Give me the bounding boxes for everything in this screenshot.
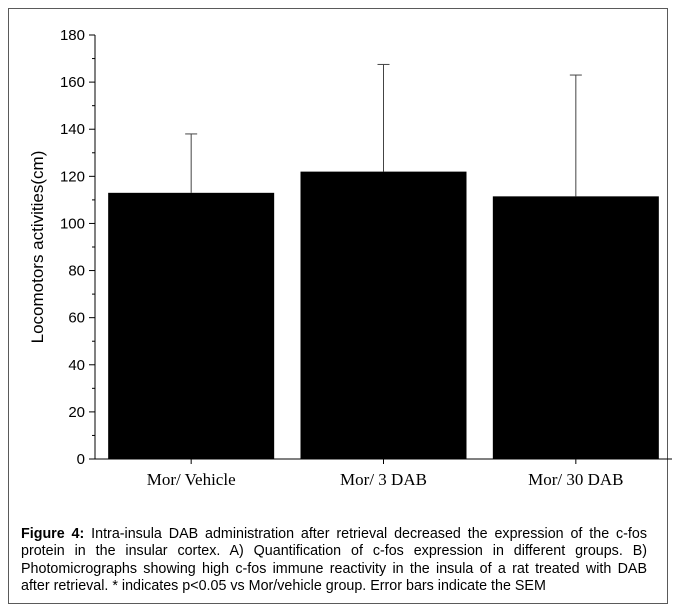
y-axis-label: Locomotors activities(cm) bbox=[28, 151, 47, 344]
y-tick-label: 120 bbox=[60, 168, 85, 185]
y-tick-label: 20 bbox=[68, 404, 85, 421]
y-axis: 0 20 40 60 80 100 120 140 160 180 bbox=[60, 27, 96, 468]
x-tick-label: Mor/ 30 DAB bbox=[528, 470, 623, 489]
y-tick-label: 0 bbox=[77, 451, 85, 468]
x-tick-label: Mor/ 3 DAB bbox=[340, 470, 427, 489]
figure-caption: Figure 4: Intra-insula DAB administratio… bbox=[21, 526, 647, 596]
y-tick-label: 80 bbox=[68, 263, 85, 280]
bar bbox=[300, 171, 467, 459]
caption-text: Intra-insula DAB administration after re… bbox=[21, 526, 647, 595]
x-axis: Mor/ Vehicle Mor/ 3 DAB Mor/ 30 DAB bbox=[95, 458, 672, 489]
bar bbox=[108, 192, 275, 460]
y-tick-label: 100 bbox=[60, 215, 85, 232]
y-tick-label: 180 bbox=[60, 27, 85, 44]
bar bbox=[492, 196, 659, 459]
caption-label: Figure 4: bbox=[21, 526, 85, 542]
y-tick-label: 140 bbox=[60, 121, 85, 138]
y-tick-label: 60 bbox=[68, 310, 85, 327]
y-tick-label: 40 bbox=[68, 357, 85, 374]
bars-group bbox=[108, 63, 659, 460]
x-tick-label: Mor/ Vehicle bbox=[147, 470, 236, 489]
y-tick-label: 160 bbox=[60, 74, 85, 91]
